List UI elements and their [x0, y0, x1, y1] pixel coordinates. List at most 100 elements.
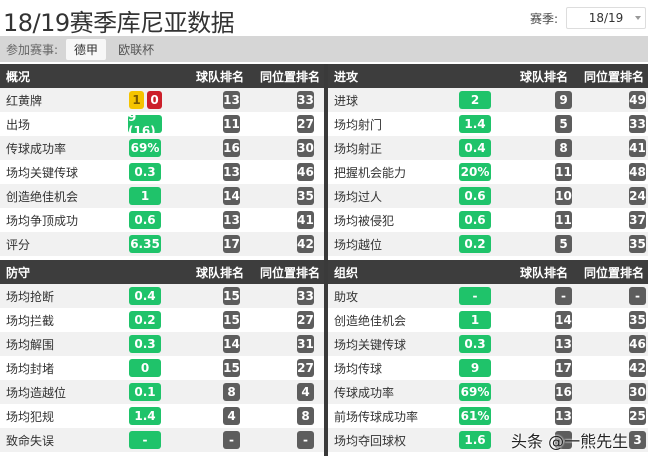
table-row: 场均解围 0.3 14 31: [0, 332, 324, 356]
stat-value-badge: 1: [129, 187, 161, 205]
section-header: 组织 球队排名 同位置排名: [328, 260, 648, 284]
team-rank-badge: 17: [555, 359, 572, 377]
position-rank-badge: 33: [297, 91, 314, 109]
stat-value-badge: 0: [129, 359, 161, 377]
team-rank-badge: 14: [223, 187, 240, 205]
position-rank-header: 同位置排名: [259, 265, 320, 280]
table-row: 场均越位 0.2 5 35: [328, 232, 648, 256]
stat-value-badge: -: [459, 287, 491, 305]
section-title: 防守: [6, 265, 31, 280]
team-rank-badge: 11: [223, 115, 240, 133]
stat-value-badge: 0.6: [459, 187, 491, 205]
table-row: 创造绝佳机会 1 14 35: [0, 184, 324, 208]
stat-value-badge: 6.35: [129, 235, 161, 253]
team-rank-badge: 16: [555, 383, 572, 401]
table-row: 红黄牌 1 0 13 33: [0, 88, 324, 112]
team-rank-badge: 11: [555, 211, 572, 229]
position-rank-badge: 27: [297, 359, 314, 377]
tab-europa-league[interactable]: 欧联杯: [118, 42, 155, 57]
team-rank-header: 球队排名: [519, 69, 568, 84]
team-rank-badge: 13: [223, 211, 240, 229]
season-selector: 赛季: 18/19: [530, 7, 646, 29]
team-rank-badge: 5: [555, 115, 572, 133]
team-rank-badge: 16: [223, 139, 240, 157]
team-rank-badge: 15: [223, 311, 240, 329]
section-attack: 进攻 球队排名 同位置排名 进球 2 9 49 场均射门 1.4 5 33: [328, 64, 648, 256]
season-dropdown[interactable]: 18/19: [566, 7, 646, 29]
position-rank-header: 同位置排名: [583, 69, 644, 84]
stat-label: 红黄牌: [6, 93, 43, 108]
page-title: 18/19赛季库尼亚数据: [3, 9, 235, 37]
stat-value-badge: 0.6: [129, 211, 161, 229]
stat-value-badge: 0.1: [129, 383, 161, 401]
table-row: 场均关键传球 0.3 13 46: [328, 332, 648, 356]
team-rank-badge: 15: [223, 287, 240, 305]
stat-label: 出场: [6, 117, 31, 132]
table-row: 传球成功率 69% 16 30: [0, 136, 324, 160]
stat-value-badge: 61%: [459, 407, 491, 425]
position-rank-badge: 46: [297, 163, 314, 181]
chevron-down-icon: [635, 16, 641, 20]
position-rank-badge: 35: [629, 311, 646, 329]
position-rank-badge: -: [297, 431, 314, 449]
team-rank-header: 球队排名: [519, 265, 568, 280]
team-rank-badge: -: [223, 431, 240, 449]
stat-label: 助攻: [334, 289, 359, 304]
stat-label: 场均过人: [334, 189, 383, 204]
section-title: 进攻: [334, 69, 359, 84]
section-header: 防守 球队排名 同位置排名: [0, 260, 324, 284]
stat-label: 传球成功率: [334, 385, 395, 400]
team-rank-badge: 15: [223, 359, 240, 377]
position-rank-badge: 48: [629, 163, 646, 181]
position-rank-badge: 41: [297, 211, 314, 229]
stat-label: 场均造越位: [6, 385, 67, 400]
team-rank-badge: 5: [555, 235, 572, 253]
team-rank-badge: -: [555, 287, 572, 305]
watermark: 头条 @一熊先生: [511, 432, 629, 451]
tab-bundesliga[interactable]: 德甲: [66, 38, 107, 60]
competition-label: 参加赛事:: [6, 42, 59, 57]
table-row: 进球 2 9 49: [328, 88, 648, 112]
stat-value-badge: 0.2: [459, 235, 491, 253]
position-rank-badge: 41: [629, 139, 646, 157]
stat-label: 场均被侵犯: [334, 213, 395, 228]
team-rank-badge: 10: [555, 187, 572, 205]
position-rank-badge: 42: [629, 359, 646, 377]
stat-label: 场均封堵: [6, 361, 55, 376]
table-row: 创造绝佳机会 1 14 35: [328, 308, 648, 332]
left-column: 概况 球队排名 同位置排名 红黄牌 1 0 13 33 出场 9 (16) 11…: [0, 64, 328, 456]
stat-label: 创造绝佳机会: [6, 189, 79, 204]
table-row: 场均犯规 1.4 4 8: [0, 404, 324, 428]
stat-value-badge: 1.4: [129, 407, 161, 425]
position-rank-badge: 42: [297, 235, 314, 253]
stat-label: 场均射门: [334, 117, 383, 132]
position-rank-badge: 24: [629, 187, 646, 205]
section-title: 组织: [334, 265, 359, 280]
section-title: 概况: [6, 69, 31, 84]
table-row: 场均造越位 0.1 8 4: [0, 380, 324, 404]
table-row: 场均传球 9 17 42: [328, 356, 648, 380]
team-rank-badge: 14: [223, 335, 240, 353]
stat-label: 场均越位: [334, 237, 383, 252]
stat-value-badge: 9: [459, 359, 491, 377]
team-rank-badge: 8: [223, 383, 240, 401]
team-rank-badge: [555, 431, 572, 449]
season-label: 赛季:: [529, 11, 558, 26]
team-rank-header: 球队排名: [195, 69, 244, 84]
team-rank-header: 球队排名: [195, 265, 244, 280]
position-rank-header: 同位置排名: [583, 265, 644, 280]
table-row: 场均射门 1.4 5 33: [328, 112, 648, 136]
stat-label: 场均关键传球: [6, 165, 79, 180]
position-rank-badge: 27: [297, 311, 314, 329]
red-card-badge: 0: [147, 91, 162, 109]
right-column: 进攻 球队排名 同位置排名 进球 2 9 49 场均射门 1.4 5 33: [328, 64, 648, 456]
section-defense: 防守 球队排名 同位置排名 场均抢断 0.4 15 33 场均拦截 0.2 15…: [0, 260, 324, 452]
stat-label: 传球成功率: [6, 141, 67, 156]
stat-label: 致命失误: [6, 433, 55, 448]
position-rank-badge: -: [629, 287, 646, 305]
table-row: 出场 9 (16) 11 27: [0, 110, 324, 138]
stat-label: 场均犯规: [6, 409, 55, 424]
position-rank-badge: 3: [629, 431, 646, 449]
stat-label: 场均射正: [334, 141, 383, 156]
team-rank-badge: 13: [555, 407, 572, 425]
